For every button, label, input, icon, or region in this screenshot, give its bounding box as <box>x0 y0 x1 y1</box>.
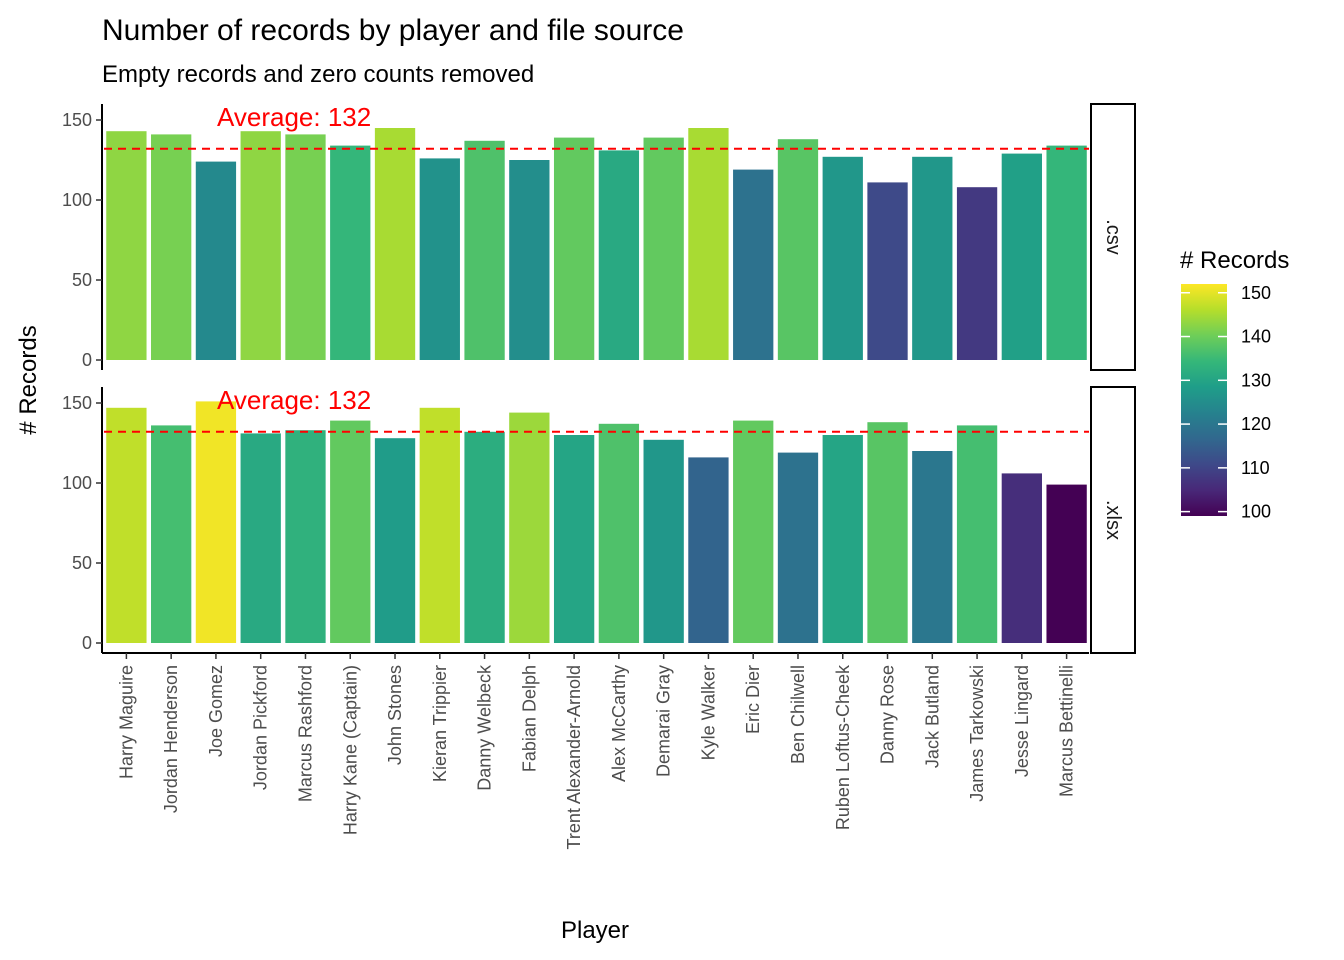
x-tick-label: Jesse Lingard <box>1012 665 1032 777</box>
bar <box>1001 473 1042 643</box>
bar <box>553 137 595 360</box>
average-label: Average: 132 <box>217 385 371 415</box>
bar <box>912 156 953 360</box>
bar <box>151 134 192 360</box>
facet-strip <box>1090 386 1136 654</box>
bar <box>330 420 371 643</box>
plot-area: Average: 132 0 50 100 150 .csv Average: 132 0 50… <box>62 102 1271 849</box>
bar <box>285 430 326 643</box>
x-tick-label: John Stones <box>385 665 405 765</box>
bar <box>195 401 237 643</box>
facet-strip-label: .csv <box>1102 219 1124 255</box>
bar <box>464 140 505 360</box>
bar <box>240 131 281 360</box>
bar <box>195 161 237 360</box>
bar <box>106 131 147 360</box>
bar <box>956 425 998 643</box>
bar <box>151 425 192 643</box>
bar <box>509 160 550 360</box>
bar <box>733 420 774 643</box>
legend-tick-label: 150 <box>1241 283 1271 303</box>
legend-tick-label: 100 <box>1241 502 1271 522</box>
bar <box>464 431 505 643</box>
bar <box>509 412 550 643</box>
x-tick-label: Jordan Pickford <box>251 665 271 790</box>
x-tick-label: Marcus Bettinelli <box>1057 665 1077 797</box>
facet-strip-label: .xlsx <box>1102 500 1124 540</box>
bar <box>1046 145 1087 360</box>
x-tick-label: Ruben Loftus-Cheek <box>833 664 853 830</box>
bar <box>598 150 640 360</box>
bar <box>598 423 640 643</box>
bar <box>553 435 595 643</box>
y-tick-label: 150 <box>62 393 92 413</box>
x-tick-label: Jack Butland <box>922 665 942 768</box>
bar <box>956 187 998 360</box>
legend-tick-label: 120 <box>1241 414 1271 434</box>
bar <box>643 439 684 643</box>
x-tick-label: Jordan Henderson <box>161 665 181 813</box>
bar <box>912 451 953 643</box>
bar <box>106 407 147 643</box>
x-tick-label: Joe Gomez <box>206 665 226 757</box>
bar <box>1001 153 1042 360</box>
bar <box>419 158 460 360</box>
legend-title: # Records <box>1180 247 1289 274</box>
bar <box>1046 484 1087 643</box>
bar <box>867 182 908 360</box>
bar <box>688 457 729 643</box>
bar <box>643 137 684 360</box>
x-tick-label: Alex McCarthy <box>609 665 629 782</box>
y-tick-label: 100 <box>62 473 92 493</box>
average-label: Average: 132 <box>217 102 371 132</box>
x-tick-label: Ben Chilwell <box>788 665 808 764</box>
y-tick-label: 100 <box>62 190 92 210</box>
x-tick-label: Danny Welbeck <box>475 664 495 791</box>
y-tick-label: 0 <box>82 633 92 653</box>
y-tick-label: 50 <box>72 553 92 573</box>
bar <box>240 433 281 643</box>
bar <box>419 407 460 643</box>
x-tick-label: Harry Kane (Captain) <box>340 665 360 835</box>
y-tick-label: 150 <box>62 110 92 130</box>
bar <box>777 452 819 643</box>
bar <box>374 438 416 643</box>
x-tick-label: Eric Dier <box>743 665 763 734</box>
x-tick-label: James Tarkowski <box>967 665 987 802</box>
x-tick-label: Danny Rose <box>878 665 898 764</box>
bar <box>688 128 729 360</box>
x-tick-label: Kieran Trippier <box>430 665 450 782</box>
x-tick-label: Harry Maguire <box>116 665 136 779</box>
x-tick-label: Kyle Walker <box>698 665 718 760</box>
chart-title: Number of records by player and file sou… <box>102 14 684 47</box>
x-tick-label: Trent Alexander-Arnold <box>564 665 584 849</box>
bar <box>733 169 774 360</box>
y-axis-title: # Records <box>15 325 42 434</box>
bar <box>374 128 416 360</box>
bar <box>867 422 908 643</box>
legend-colorbar <box>1181 284 1227 516</box>
x-tick-label: Marcus Rashford <box>295 665 315 802</box>
legend-tick-label: 110 <box>1241 458 1270 478</box>
legend-tick-label: 130 <box>1241 370 1271 390</box>
bar <box>822 435 863 643</box>
bar <box>285 134 326 360</box>
x-tick-label: Fabian Delph <box>519 665 539 772</box>
y-tick-label: 0 <box>82 350 92 370</box>
facet-strip <box>1090 103 1136 371</box>
x-tick-label: Demarai Gray <box>654 665 674 777</box>
chart-subtitle: Empty records and zero counts removed <box>102 61 534 88</box>
y-tick-label: 50 <box>72 270 92 290</box>
bar <box>330 145 371 360</box>
bar <box>777 139 819 360</box>
legend-tick-label: 140 <box>1241 327 1271 347</box>
bar <box>822 156 863 360</box>
x-axis-title: Player <box>561 917 629 944</box>
